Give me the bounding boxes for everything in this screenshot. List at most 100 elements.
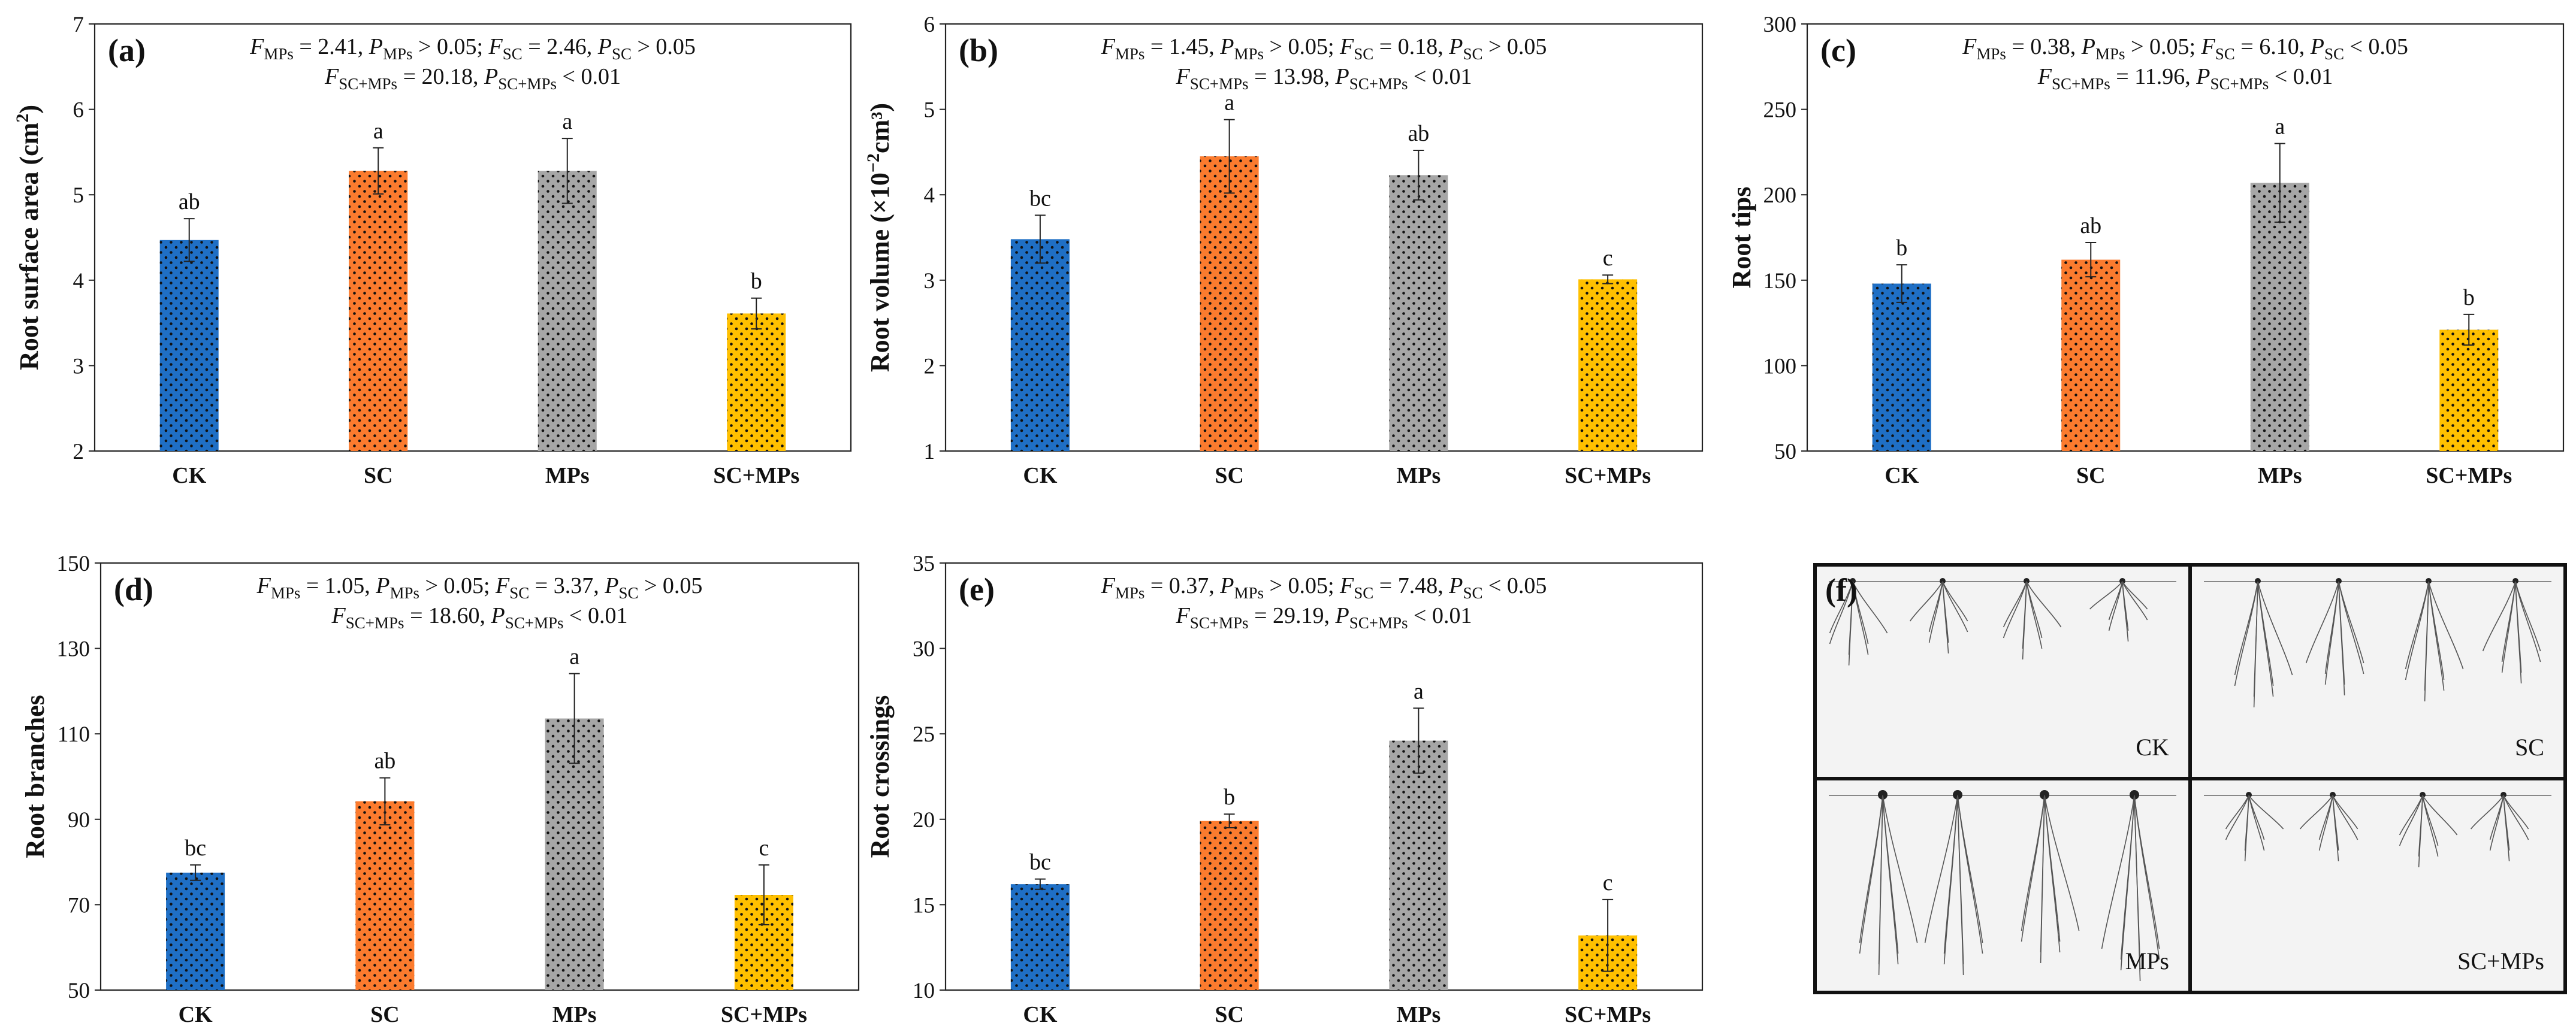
x-tick-label-ck: CK: [179, 1002, 213, 1027]
root-strand: [1928, 581, 1943, 643]
bar-pattern-sc: [1200, 821, 1259, 990]
chart-b: 1 2 3 4 5 6 Root volume (×10−2cm³) bc CK a SC ab MPs…: [863, 13, 1704, 488]
x-tick-label-sc-mps: SC+MPs: [2426, 463, 2512, 488]
bar-pattern-mps: [2250, 183, 2309, 451]
y-tick-label: 90: [68, 808, 90, 833]
bar-pattern-ck: [1010, 884, 1070, 990]
bar-pattern-sc-mps: [1578, 279, 1638, 451]
root-strand: [2003, 581, 2027, 628]
x-tick-label-sc: SC: [1215, 1002, 1244, 1027]
y-tick-label: 50: [1774, 440, 1796, 464]
y-tick-label: 30: [913, 637, 935, 662]
significance-letter-ck: bc: [1029, 186, 1051, 211]
root-strand: [2257, 581, 2293, 676]
y-tick-label: 50: [68, 979, 90, 1003]
root-strand: [2248, 795, 2284, 830]
x-tick-label-sc-mps: SC+MPs: [1565, 1002, 1651, 1027]
y-tick-label: 130: [57, 637, 90, 662]
chart-e: 10 15 20 25 30 35 Root crossings bc CK b SC a MPs c SC…: [865, 552, 1704, 1027]
roots-drawing: [1829, 790, 2176, 982]
root-strand: [2299, 795, 2333, 830]
root-strand: [2489, 795, 2504, 840]
y-tick-label: 15: [913, 893, 935, 918]
significance-letter-sc-mps: c: [759, 836, 769, 861]
panel-label-a: (a): [108, 32, 146, 68]
stats-line-1: FMPs = 2.41, PMPs > 0.05; FSC = 2.46, PS…: [249, 34, 696, 63]
significance-letter-sc: ab: [374, 749, 395, 774]
plot-frame: [99, 562, 860, 991]
y-tick-label: 5: [924, 98, 935, 123]
significance-letter-ck: bc: [1029, 850, 1051, 875]
chart-a: 2 3 4 5 6 7 Root surface area (cm2) ab CK a SC a MPs…: [13, 13, 852, 488]
stats-line-2: FSC+MPs = 13.98, PSC+MPs < 0.01: [1176, 64, 1472, 93]
root-strand: [2515, 581, 2522, 673]
significance-letter-sc-mps: b: [2463, 285, 2475, 310]
photo-label-ck: CK: [2136, 734, 2169, 761]
root-strand: [2234, 581, 2258, 686]
root-strand: [2108, 581, 2123, 631]
root-strand: [1852, 581, 1888, 634]
root-strand: [2470, 795, 2504, 830]
root-strand: [2503, 795, 2510, 851]
bar-pattern-sc: [349, 171, 408, 451]
y-tick-label: 250: [1763, 98, 1797, 123]
root-strand: [2120, 795, 2135, 971]
y-tick-label: 1: [924, 440, 935, 464]
x-tick-label-sc-mps: SC+MPs: [721, 1002, 807, 1027]
x-tick-label-ck: CK: [172, 463, 206, 488]
root-strand: [2324, 581, 2339, 685]
x-tick-label-mps: MPs: [2258, 463, 2302, 488]
significance-letter-sc: ab: [2080, 213, 2101, 238]
root-strand: [2332, 795, 2358, 840]
panel-label-c: (c): [1820, 32, 1856, 68]
root-strand: [2399, 795, 2423, 836]
root-strand: [2044, 795, 2061, 942]
root-strand: [2021, 795, 2045, 942]
root-strand: [1924, 795, 1958, 943]
root-strand: [1943, 795, 1958, 965]
seed-marker: [2336, 578, 2342, 584]
root-strand: [2026, 581, 2043, 638]
bar-pattern-ck: [1872, 283, 1931, 451]
root-strand: [1859, 795, 1883, 954]
root-strand: [2338, 581, 2364, 664]
root-strand: [2489, 795, 2504, 851]
root-strand: [2338, 581, 2345, 685]
stats-line-2: FSC+MPs = 11.96, PSC+MPs < 0.01: [2037, 64, 2333, 93]
y-tick-label: 10: [913, 979, 935, 1003]
root-strand: [2108, 581, 2123, 621]
photo-label-mps: MPs: [2125, 948, 2169, 975]
x-tick-label-sc-mps: SC+MPs: [713, 463, 799, 488]
x-tick-label-sc: SC: [370, 1002, 400, 1027]
significance-letter-mps: a: [1414, 679, 1424, 704]
seed-marker: [1940, 578, 1946, 584]
bar-pattern-mps: [1389, 175, 1448, 451]
seed-marker: [2512, 578, 2518, 584]
y-axis-label: Root crossings: [865, 695, 895, 858]
root-strand: [2503, 795, 2529, 840]
seed-marker: [2500, 792, 2506, 798]
root-strand: [2134, 795, 2160, 949]
x-tick-label-ck: CK: [1023, 463, 1057, 488]
root-strand: [1957, 795, 1983, 943]
plot-frame: [1806, 23, 2565, 452]
seed-marker: [2040, 790, 2049, 800]
root-strand: [2428, 581, 2445, 680]
x-tick-label-mps: MPs: [1396, 1002, 1440, 1027]
root-strand: [2324, 581, 2339, 674]
stats-line-1: FMPs = 0.38, PMPs > 0.05; FSC = 6.10, PS…: [1962, 34, 2408, 63]
root-strand: [2244, 795, 2249, 862]
stats-line-1: FMPs = 1.45, PMPs > 0.05; FSC = 0.18, PS…: [1101, 34, 1547, 63]
root-strand: [2022, 581, 2027, 660]
root-strand: [2225, 795, 2249, 840]
x-tick-label-mps: MPs: [552, 1002, 597, 1027]
bar-pattern-ck: [166, 872, 225, 990]
seed-marker: [1953, 790, 1962, 800]
root-strand: [2482, 581, 2516, 652]
y-tick-label: 4: [924, 183, 935, 208]
significance-letter-mps: a: [562, 109, 572, 134]
root-strand: [2248, 795, 2265, 840]
root-strand: [2424, 581, 2429, 702]
significance-letter-ck: ab: [179, 189, 200, 214]
